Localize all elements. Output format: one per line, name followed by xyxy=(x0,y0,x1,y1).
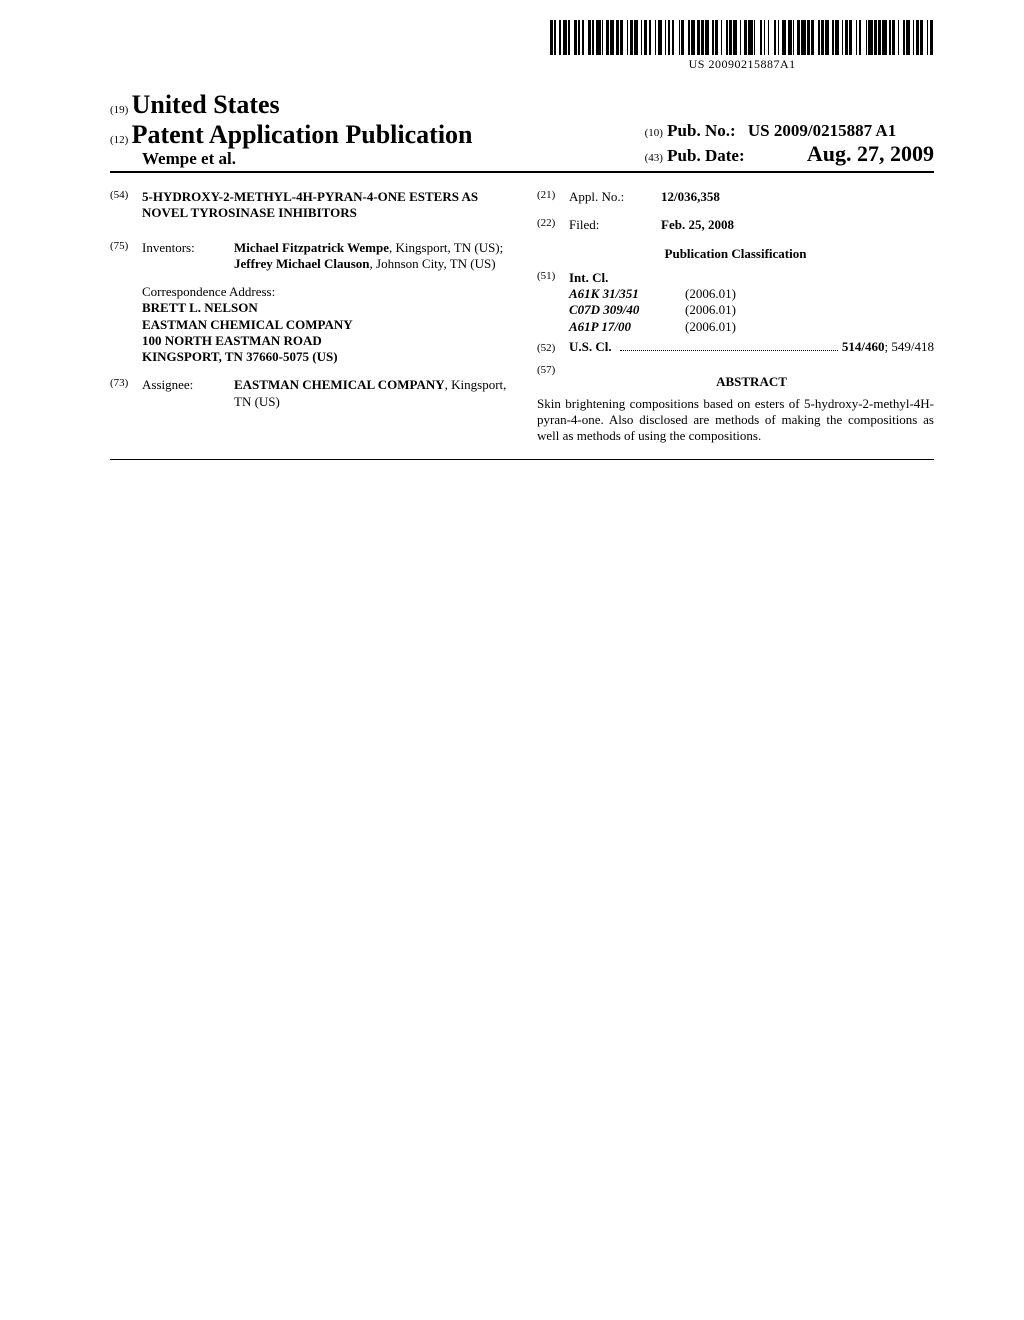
intcl-content: Int. Cl. A61K 31/351(2006.01)C07D 309/40… xyxy=(569,270,934,335)
filed-label: Filed: xyxy=(569,217,661,233)
intcl-item: C07D 309/40(2006.01) xyxy=(569,302,934,318)
inventors-row: (75) Inventors: Michael Fitzpatrick Wemp… xyxy=(110,240,507,273)
assignee-row: (73) Assignee: EASTMAN CHEMICAL COMPANY,… xyxy=(110,377,507,410)
code-57: (57) xyxy=(537,364,569,396)
correspondence-line1: BRETT L. NELSON xyxy=(142,300,507,316)
intcl-version: (2006.01) xyxy=(685,319,775,335)
inventors-value: Michael Fitzpatrick Wempe, Kingsport, TN… xyxy=(234,240,507,273)
code-19: (19) xyxy=(110,104,128,116)
correspondence-block: Correspondence Address: BRETT L. NELSON … xyxy=(142,284,507,365)
country-line: (19) United States xyxy=(110,90,645,120)
intcl-code: A61K 31/351 xyxy=(569,286,685,302)
header-left: (19) United States (12) Patent Applicati… xyxy=(110,90,645,169)
inventor1-loc: , Kingsport, TN (US); xyxy=(389,240,503,255)
uscl-label: U.S. Cl. xyxy=(569,339,612,355)
patent-page: US 20090215887A1 (19) United States (12)… xyxy=(0,0,1024,1320)
correspondence-line2: EASTMAN CHEMICAL COMPANY xyxy=(142,317,507,333)
code-54: (54) xyxy=(110,189,142,222)
assignee-value: EASTMAN CHEMICAL COMPANY, Kingsport, TN … xyxy=(234,377,507,410)
authors-short: Wempe et al. xyxy=(110,149,645,169)
assignee-label: Assignee: xyxy=(142,377,234,410)
abstract-heading: ABSTRACT xyxy=(569,374,934,390)
pub-class-heading: Publication Classification xyxy=(537,246,934,262)
barcode-block: US 20090215887A1 xyxy=(550,20,934,72)
intcl-label: Int. Cl. xyxy=(569,270,934,286)
title-row: (54) 5-HYDROXY-2-METHYL-4H-PYRAN-4-ONE E… xyxy=(110,189,507,222)
barcode xyxy=(550,20,934,55)
code-12: (12) xyxy=(110,134,128,146)
uscl-rest: ; 549/418 xyxy=(885,339,934,354)
inventor1-name: Michael Fitzpatrick Wempe xyxy=(234,240,389,255)
code-43: (43) xyxy=(645,152,663,164)
abstract-text: Skin brightening compositions based on e… xyxy=(537,396,934,445)
inventor2-loc: , Johnson City, TN (US) xyxy=(370,256,496,271)
intcl-item: A61K 31/351(2006.01) xyxy=(569,286,934,302)
invention-title: 5-HYDROXY-2-METHYL-4H-PYRAN-4-ONE ESTERS… xyxy=(142,189,507,222)
right-column: (21) Appl. No.: 12/036,358 (22) Filed: F… xyxy=(537,189,934,445)
intcl-code: C07D 309/40 xyxy=(569,302,685,318)
assignee-name: EASTMAN CHEMICAL COMPANY xyxy=(234,377,445,392)
applno-label: Appl. No.: xyxy=(569,189,661,205)
inventors-label: Inventors: xyxy=(142,240,234,273)
code-51: (51) xyxy=(537,270,569,335)
body-columns: (54) 5-HYDROXY-2-METHYL-4H-PYRAN-4-ONE E… xyxy=(110,189,934,460)
pub-date: Aug. 27, 2009 xyxy=(807,141,934,166)
pub-no: US 2009/0215887 A1 xyxy=(748,121,896,140)
correspondence-label: Correspondence Address: xyxy=(142,284,507,300)
publication-type: Patent Application Publication xyxy=(132,120,473,149)
filed-row: (22) Filed: Feb. 25, 2008 xyxy=(537,217,934,233)
code-52: (52) xyxy=(537,342,569,356)
pub-date-label: Pub. Date: xyxy=(667,146,744,165)
intcl-row: (51) Int. Cl. A61K 31/351(2006.01)C07D 3… xyxy=(537,270,934,335)
pub-no-line: (10) Pub. No.: US 2009/0215887 A1 xyxy=(645,121,934,141)
uscl-row: (52) U.S. Cl. 514/460; 549/418 xyxy=(537,339,934,356)
uscl-bold: 514/460 xyxy=(842,339,885,354)
intcl-version: (2006.01) xyxy=(685,286,775,302)
intcl-code: A61P 17/00 xyxy=(569,319,685,335)
abstract-heading-row: (57) ABSTRACT xyxy=(537,364,934,396)
intcl-item: A61P 17/00(2006.01) xyxy=(569,319,934,335)
correspondence-line4: KINGSPORT, TN 37660-5075 (US) xyxy=(142,349,507,365)
pub-no-label: Pub. No.: xyxy=(667,121,735,140)
header: (19) United States (12) Patent Applicati… xyxy=(110,90,934,173)
code-75: (75) xyxy=(110,240,142,273)
pub-date-line: (43) Pub. Date: Aug. 27, 2009 xyxy=(645,141,934,167)
uscl-values: 514/460; 549/418 xyxy=(842,339,934,355)
correspondence-line3: 100 NORTH EASTMAN ROAD xyxy=(142,333,507,349)
intcl-version: (2006.01) xyxy=(685,302,775,318)
intcl-list: A61K 31/351(2006.01)C07D 309/40(2006.01)… xyxy=(569,286,934,335)
left-column: (54) 5-HYDROXY-2-METHYL-4H-PYRAN-4-ONE E… xyxy=(110,189,507,445)
filed-date: Feb. 25, 2008 xyxy=(661,217,934,233)
header-right: (10) Pub. No.: US 2009/0215887 A1 (43) P… xyxy=(645,121,934,169)
uscl-dots xyxy=(620,349,838,351)
barcode-number: US 20090215887A1 xyxy=(550,57,934,72)
pub-type-line: (12) Patent Application Publication xyxy=(110,120,645,150)
country: United States xyxy=(132,90,280,119)
code-10: (10) xyxy=(645,127,663,139)
inventor2-name: Jeffrey Michael Clauson xyxy=(234,256,370,271)
code-22: (22) xyxy=(537,217,569,233)
code-21: (21) xyxy=(537,189,569,205)
code-73: (73) xyxy=(110,377,142,410)
applno: 12/036,358 xyxy=(661,189,934,205)
applno-row: (21) Appl. No.: 12/036,358 xyxy=(537,189,934,205)
